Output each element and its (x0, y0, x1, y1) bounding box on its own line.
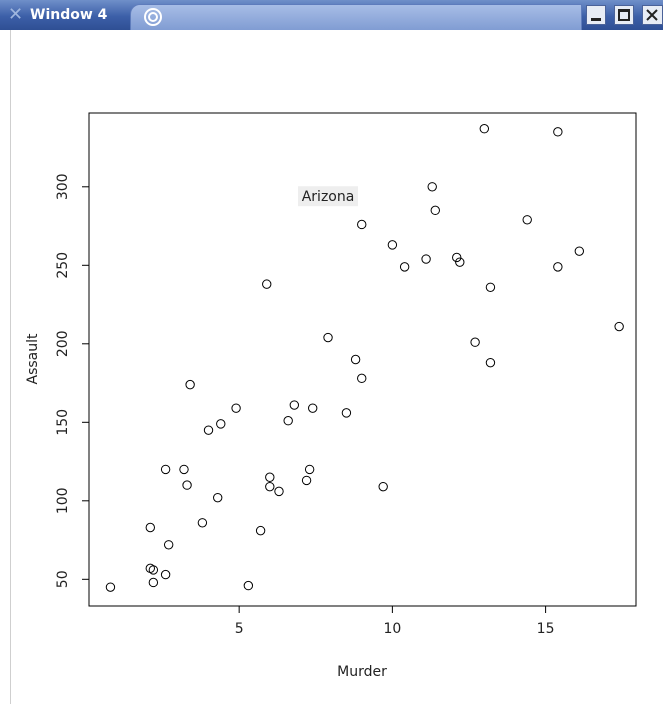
data-point (341, 408, 352, 418)
data-point (479, 124, 490, 134)
x-axis: 5 10 15 (235, 605, 555, 637)
maximize-button[interactable] (614, 5, 634, 25)
data-point (553, 262, 563, 272)
data-point (216, 419, 226, 429)
data-point (283, 416, 293, 426)
data-point (160, 569, 171, 580)
plot-frame (88, 112, 637, 607)
data-point (265, 472, 275, 482)
x-tick-label: 15 (537, 621, 555, 637)
data-point (470, 337, 480, 347)
data-point (350, 354, 361, 365)
data-point (105, 582, 116, 592)
data-point (378, 481, 388, 492)
window-left-edge (10, 30, 11, 704)
window-tab[interactable] (130, 4, 582, 31)
x-axis-label: Murder (337, 664, 387, 680)
data-point (387, 240, 398, 250)
data-point (304, 464, 315, 475)
close-icon (646, 9, 658, 21)
window-titlebar[interactable]: ✕ Window 4 (0, 0, 663, 31)
data-point (574, 246, 585, 256)
y-tick-label: 100 (55, 487, 71, 514)
y-tick-label: 300 (55, 173, 71, 200)
data-point (185, 379, 195, 390)
data-point (522, 215, 532, 225)
data-point (357, 373, 367, 384)
data-point (179, 464, 189, 475)
data-point (231, 403, 241, 413)
annotation-label: Arizona (302, 189, 355, 205)
data-point (308, 403, 318, 413)
data-point (357, 219, 367, 230)
y-tick-label: 200 (55, 330, 71, 357)
data-point (265, 481, 275, 492)
data-point (148, 577, 159, 588)
data-point (485, 282, 496, 292)
data-point (421, 254, 431, 264)
data-point (163, 540, 174, 550)
data-point (203, 425, 214, 435)
annotation-group: Arizona (298, 186, 359, 207)
window-title: Window 4 (30, 7, 108, 23)
data-point (274, 486, 284, 497)
data-point (323, 332, 333, 343)
data-point (614, 321, 624, 332)
data-point (145, 563, 155, 574)
data-point (485, 357, 496, 368)
data-point (430, 205, 440, 216)
x-close-icon[interactable]: ✕ (8, 4, 24, 25)
y-tick-label: 50 (55, 570, 71, 588)
data-point (213, 492, 223, 503)
data-point (427, 182, 437, 192)
minimize-button[interactable] (586, 5, 606, 25)
data-point (160, 464, 171, 475)
y-axis: 50 100 150 200 250 300 (55, 173, 90, 588)
data-point (289, 400, 300, 410)
data-points (105, 124, 624, 592)
x-tick-label: 5 (235, 621, 244, 637)
y-tick-label: 250 (55, 252, 71, 279)
data-point (182, 480, 192, 490)
swirl-icon (144, 8, 162, 26)
x-tick-label: 10 (383, 621, 401, 637)
data-point (452, 252, 462, 263)
data-point (262, 279, 272, 289)
data-point (301, 475, 312, 486)
data-point (243, 580, 254, 591)
annotation-background (298, 186, 359, 207)
y-axis-label: Assault (25, 333, 41, 385)
data-point (399, 262, 410, 272)
data-point (145, 522, 155, 533)
data-point (455, 257, 465, 267)
data-point (197, 518, 208, 528)
data-point (553, 127, 563, 137)
y-tick-label: 150 (55, 409, 71, 436)
data-point (255, 525, 266, 536)
